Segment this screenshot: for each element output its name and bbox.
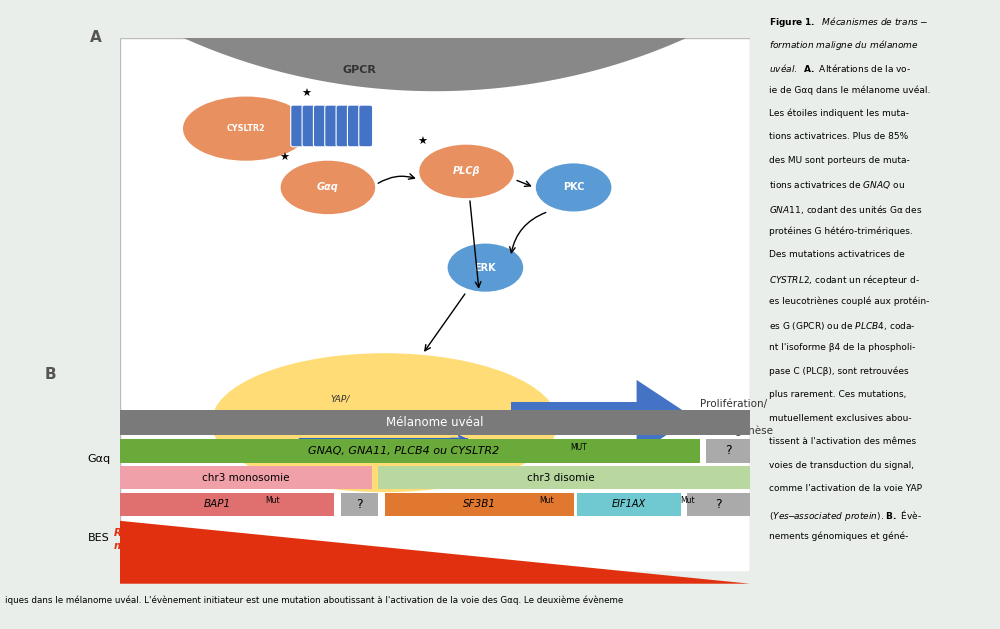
FancyBboxPatch shape [687, 493, 750, 516]
Text: tions activatrices de $\it{GNAQ}$ ou: tions activatrices de $\it{GNAQ}$ ou [769, 179, 906, 191]
Text: ?: ? [356, 498, 363, 511]
Text: ★: ★ [301, 89, 311, 99]
Text: $\it{GNA11}$, codant des unités Gα des: $\it{GNA11}$, codant des unités Gα des [769, 203, 923, 216]
Polygon shape [0, 0, 932, 91]
Text: Tumorigenèse: Tumorigenèse [700, 425, 773, 436]
Ellipse shape [183, 96, 309, 160]
Text: $\it{CYSTRL2}$, codant un récepteur d-: $\it{CYSTRL2}$, codant un récepteur d- [769, 273, 920, 287]
Text: nements génomiques et géné-: nements génomiques et géné- [769, 531, 909, 541]
Text: Prolifération/: Prolifération/ [700, 399, 767, 409]
Text: nt l'isoforme β4 de la phospholi-: nt l'isoforme β4 de la phospholi- [769, 343, 916, 352]
Text: AP1: AP1 [263, 413, 280, 422]
Ellipse shape [448, 243, 523, 292]
FancyBboxPatch shape [340, 493, 378, 516]
FancyBboxPatch shape [313, 105, 327, 147]
Ellipse shape [536, 164, 611, 211]
FancyBboxPatch shape [120, 38, 750, 572]
Text: $\bf{Figure\ 1.}$  $\it{Mécanismes\ de\ trans-}$: $\bf{Figure\ 1.}$ $\it{Mécanismes\ de\ t… [769, 15, 928, 29]
Text: A: A [90, 30, 102, 45]
Text: $\it{(Yes\!\!-\!\!associated\ protein)}$. $\bf{B.}$ Évè-: $\it{(Yes\!\!-\!\!associated\ protein)}$… [769, 508, 923, 523]
Text: plus rarement. Ces mutations,: plus rarement. Ces mutations, [769, 391, 907, 399]
Text: GPCR: GPCR [342, 65, 376, 75]
Text: MUT: MUT [570, 443, 587, 452]
Text: Les étoiles indiquent les muta-: Les étoiles indiquent les muta- [769, 109, 909, 118]
Text: $\it{uvéal.}$  $\bf{A.}$ Altérations de la vo-: $\it{uvéal.}$ $\bf{A.}$ Altérations de l… [769, 62, 912, 74]
FancyBboxPatch shape [120, 410, 750, 435]
Text: Mélanome uvéal: Mélanome uvéal [386, 416, 484, 429]
FancyBboxPatch shape [359, 105, 373, 147]
Text: Gαq: Gαq [317, 182, 339, 192]
Text: PLCβ: PLCβ [453, 167, 480, 176]
Text: Mut: Mut [265, 496, 280, 504]
Text: mutuellement exclusives abou-: mutuellement exclusives abou- [769, 414, 912, 423]
Text: TEAD: TEAD [328, 416, 353, 425]
Text: es leucotriènes couplé aux protéin-: es leucotriènes couplé aux protéin- [769, 296, 930, 306]
Ellipse shape [281, 160, 375, 214]
Text: Gαq: Gαq [87, 454, 110, 464]
Text: ERK: ERK [475, 263, 496, 272]
Text: ★: ★ [417, 137, 427, 147]
Text: BES: BES [88, 533, 110, 543]
Text: tissent à l'activation des mêmes: tissent à l'activation des mêmes [769, 437, 917, 447]
Text: Mut: Mut [539, 496, 554, 504]
FancyBboxPatch shape [577, 493, 681, 516]
Text: tions activatrices. Plus de 85%: tions activatrices. Plus de 85% [769, 132, 909, 142]
Text: EIF1AX: EIF1AX [611, 499, 645, 509]
Text: BAP1: BAP1 [204, 499, 231, 509]
Text: chr3 monosomie: chr3 monosomie [202, 473, 290, 483]
Text: iques dans le mélanome uvéal. L'évènement initiateur est une mutation aboutissan: iques dans le mélanome uvéal. L'évènemen… [5, 596, 623, 606]
FancyBboxPatch shape [120, 439, 700, 463]
Text: Des mutations activatrices de: Des mutations activatrices de [769, 250, 905, 259]
Text: voies de transduction du signal,: voies de transduction du signal, [769, 461, 914, 470]
Ellipse shape [211, 353, 558, 492]
FancyBboxPatch shape [302, 105, 316, 147]
FancyBboxPatch shape [706, 439, 750, 463]
FancyBboxPatch shape [336, 105, 350, 147]
Text: SF3B1: SF3B1 [463, 499, 496, 509]
Text: B: B [44, 367, 56, 382]
Text: PKC: PKC [563, 182, 584, 192]
Text: $\it{formation\ maligne\ du\ mélanome}$: $\it{formation\ maligne\ du\ mélanome}$ [769, 38, 919, 52]
Text: YAP/: YAP/ [331, 394, 350, 403]
Text: comme l'activation de la voie YAP: comme l'activation de la voie YAP [769, 484, 922, 493]
Text: ?: ? [715, 498, 722, 511]
Text: CYSLTR2: CYSLTR2 [227, 124, 265, 133]
FancyBboxPatch shape [325, 105, 339, 147]
FancyBboxPatch shape [511, 403, 637, 432]
Text: GNAQ, GNA11, PLCB4 ou CYSLTR2: GNAQ, GNA11, PLCB4 ou CYSLTR2 [308, 446, 499, 456]
Text: ie de Gαq dans le mélanome uvéal.: ie de Gαq dans le mélanome uvéal. [769, 86, 931, 95]
Text: es G (GPCR) ou de $\it{PLCB4}$, coda-: es G (GPCR) ou de $\it{PLCB4}$, coda- [769, 320, 916, 332]
FancyBboxPatch shape [378, 466, 750, 489]
Text: pase C (PLCβ), sont retrouvées: pase C (PLCβ), sont retrouvées [769, 367, 909, 376]
Text: des MU sont porteurs de muta-: des MU sont porteurs de muta- [769, 156, 910, 165]
FancyBboxPatch shape [120, 466, 372, 489]
Polygon shape [120, 521, 750, 584]
Text: chr3 disomie: chr3 disomie [527, 473, 595, 483]
Ellipse shape [419, 145, 514, 198]
Text: Mut: Mut [681, 496, 695, 504]
Text: protéines G hétéro-trimériques.: protéines G hétéro-trimériques. [769, 226, 913, 236]
FancyBboxPatch shape [120, 493, 334, 516]
Text: ?: ? [725, 444, 731, 457]
FancyBboxPatch shape [291, 105, 305, 147]
Polygon shape [637, 380, 693, 455]
FancyBboxPatch shape [347, 105, 361, 147]
FancyBboxPatch shape [385, 493, 574, 516]
Text: ★: ★ [279, 153, 289, 163]
Text: Risque
métastatique: Risque métastatique [114, 528, 192, 550]
